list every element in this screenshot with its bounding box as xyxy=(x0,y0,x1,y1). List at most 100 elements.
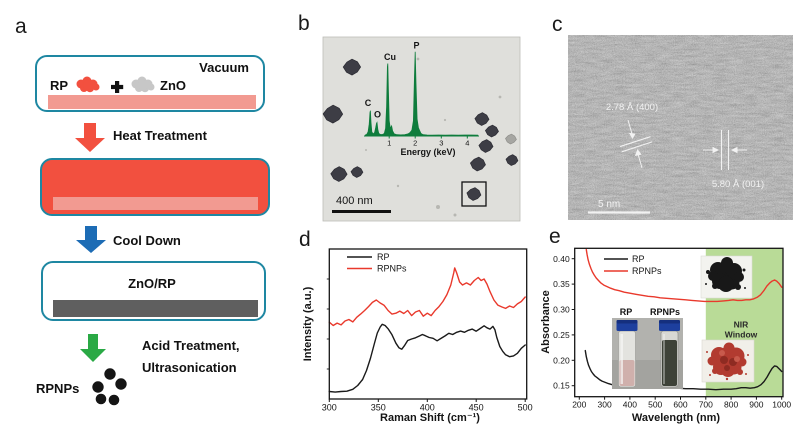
raman-x-axis-title: Raman Shift (cm⁻¹) xyxy=(380,412,480,424)
scale-bar-label-c: 5 nm xyxy=(598,199,620,210)
x-tick-label: 400 xyxy=(420,402,435,412)
tem-nanoparticle xyxy=(484,124,499,138)
x-tick-label: 1000 xyxy=(772,400,791,410)
panel-d-raman: d 300 350 400 450 500 RP RPNPs Raman Shift (… xyxy=(299,228,533,424)
x-tick-label: 4 xyxy=(465,138,469,147)
y-tick-label: 0.15 xyxy=(553,381,570,391)
x-tick-label: 800 xyxy=(724,400,738,410)
zno-rp-film-bar xyxy=(53,300,258,317)
x-tick-label: 900 xyxy=(749,400,763,410)
eds-peak-label-c: C xyxy=(365,98,372,108)
tem-nanoparticle xyxy=(322,104,344,124)
raman-rp-curve xyxy=(328,323,526,393)
vial-label-rpnps: RPNPs xyxy=(650,307,680,317)
rpnps-dots xyxy=(92,368,127,406)
nir-window-label-line1: NIR xyxy=(734,320,749,330)
rp-label: RP xyxy=(50,78,68,93)
cool-arrow-icon xyxy=(76,226,106,253)
scale-bar-label-b: 400 nm xyxy=(336,195,373,207)
x-tick-label: 200 xyxy=(572,400,586,410)
nir-window-label-line2: Window xyxy=(725,330,758,340)
vial-rpnps xyxy=(659,320,680,388)
x-tick-label: 450 xyxy=(469,402,484,412)
tem-nanoparticle xyxy=(330,166,348,182)
panel-e-absorbance: e NIR Window xyxy=(540,225,791,424)
x-tick-label: 600 xyxy=(673,400,687,410)
lattice-spacing-001-label: 5.80 Å (001) xyxy=(712,179,764,190)
cool-down-label: Cool Down xyxy=(113,233,181,248)
panel-d-label: d xyxy=(299,228,311,251)
panel-b-tem: b 1 2 3 4 C O Cu P Energy (keV) 400 nm xyxy=(298,12,521,222)
abs-x-axis-title: Wavelength (nm) xyxy=(632,412,721,424)
panel-c-hrtem: c 2.78 Å (400) 5.80 Å (001) 5 nm xyxy=(552,13,793,220)
eds-inset: 1 2 3 4 C O Cu P Energy (keV) xyxy=(364,41,479,157)
tem-nanoparticle xyxy=(474,112,490,126)
heat-arrow-icon xyxy=(75,123,105,152)
ultrasonication-label: Ultrasonication xyxy=(142,360,237,375)
plus-icon xyxy=(111,81,124,93)
tem-debris-speck xyxy=(416,57,420,61)
acid-arrow-icon xyxy=(80,334,106,362)
y-tick-label: 0.20 xyxy=(553,355,570,365)
raman-y-axis-title: Intensity (a.u.) xyxy=(302,286,314,361)
substrate-bar xyxy=(48,95,256,109)
vacuum-label: Vacuum xyxy=(199,60,249,75)
raman-axis-frame xyxy=(328,248,528,400)
vial-rp xyxy=(616,320,638,388)
lattice-annotation-001: 5.80 Å (001) xyxy=(703,130,764,190)
panel-a-label: a xyxy=(15,15,27,38)
raman-legend-label-rpnps: RPNPs xyxy=(377,264,407,274)
tem-debris-speck xyxy=(453,213,457,217)
x-tick-label: 2 xyxy=(413,138,417,147)
abs-legend-label-rp: RP xyxy=(632,254,645,264)
zno-label: ZnO xyxy=(160,78,186,93)
eds-peak-label-p: P xyxy=(413,41,419,51)
x-tick-label: 500 xyxy=(648,400,662,410)
tem-particles-layer xyxy=(322,57,519,217)
abs-rpnps-curve xyxy=(585,248,783,303)
tem-debris-speck xyxy=(365,149,367,151)
x-tick-label: 300 xyxy=(598,400,612,410)
eds-peak-label-o: O xyxy=(374,110,381,120)
y-tick-label: 0.40 xyxy=(553,254,570,264)
x-tick-label: 300 xyxy=(322,402,337,412)
y-tick-label: 0.30 xyxy=(553,305,570,315)
panel-c-label: c xyxy=(552,13,563,36)
tem-nanoparticle xyxy=(505,133,517,145)
heat-treatment-label: Heat Treatment xyxy=(113,128,208,143)
tem-debris-speck xyxy=(443,118,447,122)
rp-powder-blob xyxy=(76,76,100,93)
vial-label-rp: RP xyxy=(620,307,633,317)
tem-debris-speck xyxy=(396,184,400,188)
x-tick-label: 3 xyxy=(439,138,443,147)
abs-y-axis-title: Absorbance xyxy=(540,290,552,354)
y-tick-label: 0.25 xyxy=(553,330,570,340)
raman-rpnps-curve xyxy=(328,267,526,327)
absorbance-plot-area: 200 300 400 500 600 700 800 900 1000 0.15 0.20 0.25… xyxy=(553,248,791,410)
tem-debris-speck xyxy=(498,95,502,99)
tem-nanoparticle xyxy=(350,166,364,178)
raman-legend-label-rp: RP xyxy=(377,252,390,262)
panel-b-label: b xyxy=(298,12,310,35)
x-tick-label: 350 xyxy=(371,402,386,412)
x-tick-label: 700 xyxy=(699,400,713,410)
tem-nanoparticle xyxy=(478,139,494,153)
eds-plot-area: 1 2 3 4 xyxy=(364,51,479,147)
tem-nanoparticle xyxy=(469,156,486,172)
acid-treatment-label: Acid Treatment, xyxy=(142,338,240,353)
zno-rp-label: ZnO/RP xyxy=(128,276,176,291)
x-tick-label: 400 xyxy=(623,400,637,410)
y-tick-label: 0.35 xyxy=(553,279,570,289)
eds-eds-area xyxy=(364,51,479,137)
panel-a-scheme: a Vacuum RP ZnO Heat Treatment Cool Down xyxy=(15,15,270,406)
panel-e-label: e xyxy=(549,225,561,248)
zno-powder-blob xyxy=(131,76,155,93)
powder-photo-dark xyxy=(700,255,753,299)
absorbance-axis-frame xyxy=(574,247,784,398)
eds-peak-label-cu: Cu xyxy=(384,52,396,62)
tem-debris-speck xyxy=(436,205,440,209)
x-tick-label: 500 xyxy=(518,402,533,412)
lattice-annotation-400: 2.78 Å (400) xyxy=(606,102,658,169)
